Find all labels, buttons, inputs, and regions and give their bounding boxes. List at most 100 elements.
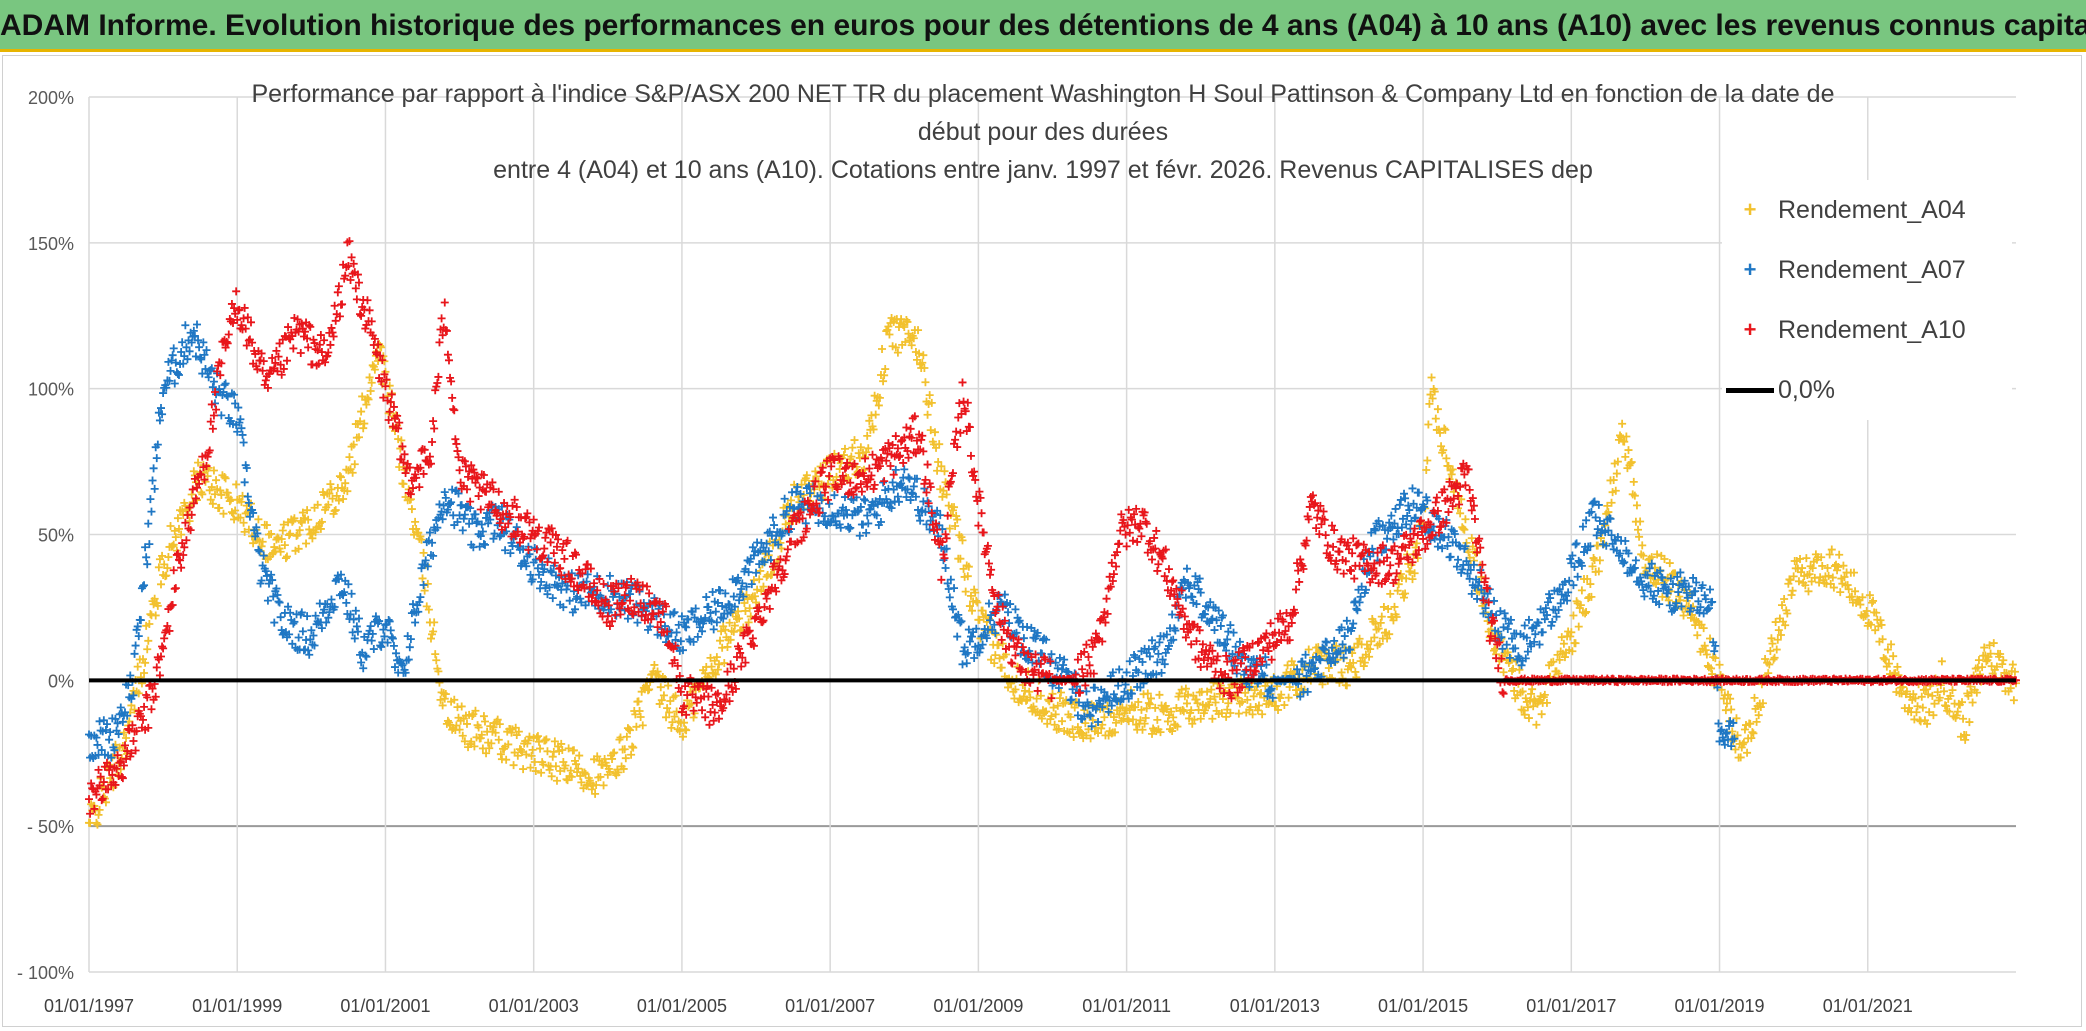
point-a07 [1138,658,1147,667]
point-a07 [873,500,882,509]
point-a04 [1732,714,1741,723]
point-a10 [357,311,366,320]
point-a10 [902,423,911,432]
point-a04 [1823,563,1832,572]
point-a04 [1184,690,1193,699]
point-a04 [1754,711,1763,720]
point-a04 [874,401,883,410]
point-a10 [726,660,735,669]
point-a07 [669,609,678,618]
point-a04 [1385,630,1394,639]
point-a10 [171,584,180,593]
point-a04 [303,506,312,515]
point-a10 [454,453,463,462]
point-a10 [704,692,713,701]
point-a07 [897,479,906,488]
point-a04 [600,754,609,763]
point-a10 [90,804,99,813]
point-a04 [1767,634,1776,643]
point-a10 [725,697,734,706]
point-a04 [1208,714,1217,723]
point-a04 [904,329,913,338]
point-a07 [1396,495,1405,504]
point-a10 [758,618,767,627]
point-a07 [936,511,945,520]
point-a10 [347,253,356,262]
point-a04 [610,748,619,757]
point-a04 [839,451,848,460]
point-a07 [340,588,349,597]
point-a07 [1433,542,1442,551]
point-a07 [1573,572,1582,581]
point-a07 [357,658,366,667]
point-a10 [185,503,194,512]
point-a04 [998,639,1007,648]
point-a10 [205,446,214,455]
point-a07 [893,492,902,501]
point-a10 [1027,653,1036,662]
point-a07 [968,632,977,641]
point-a07 [1520,621,1529,630]
point-a10 [990,592,999,601]
x-tick-label: 01/01/2013 [1230,996,1320,1016]
point-a04 [978,606,987,615]
point-a04 [914,326,923,335]
point-a10 [1085,661,1094,670]
point-a10 [1455,500,1464,509]
point-a10 [1323,541,1332,550]
point-a07 [1206,598,1215,607]
x-tick-label: 01/01/1999 [192,996,282,1016]
point-a07 [900,465,909,474]
point-a10 [438,331,447,340]
point-a10 [1101,618,1110,627]
point-a07 [322,618,331,627]
point-a04 [345,453,354,462]
point-a07 [124,681,133,690]
point-a04 [1711,654,1720,663]
point-a07 [1125,657,1134,666]
point-a04 [1769,655,1778,664]
point-a10 [496,515,505,524]
point-a07 [200,350,209,359]
point-a04 [1370,633,1379,642]
point-a04 [1163,717,1172,726]
point-a07 [1544,598,1553,607]
point-a07 [1212,616,1221,625]
point-a10 [86,809,95,818]
point-a04 [166,521,175,530]
point-a10 [938,538,947,547]
point-a10 [1253,638,1262,647]
point-a07 [765,527,774,536]
point-a07 [1587,507,1596,516]
point-a04 [267,529,276,538]
point-a10 [412,473,421,482]
point-a07 [123,711,132,720]
point-a04 [937,462,946,471]
point-a04 [334,496,343,505]
point-a04 [558,746,567,755]
point-a07 [1229,628,1238,637]
point-a04 [504,740,513,749]
point-a04 [1499,668,1508,677]
point-a10 [673,661,682,670]
point-a07 [1438,544,1447,553]
point-a04 [170,526,179,535]
point-a10 [271,358,280,367]
point-a07 [288,639,297,648]
point-a10 [1046,657,1055,666]
point-a07 [1560,578,1569,587]
point-a04 [1050,720,1059,729]
point-a07 [169,344,178,353]
point-a10 [1215,684,1224,693]
point-a04 [1048,689,1057,698]
point-a10 [351,284,360,293]
point-a07 [294,633,303,642]
point-a10 [807,505,816,514]
point-a10 [1285,636,1294,645]
point-a10 [563,536,572,545]
point-a10 [430,424,439,433]
point-a04 [524,736,533,745]
point-a07 [362,652,371,661]
point-a10 [1180,612,1189,621]
point-a10 [1332,557,1341,566]
